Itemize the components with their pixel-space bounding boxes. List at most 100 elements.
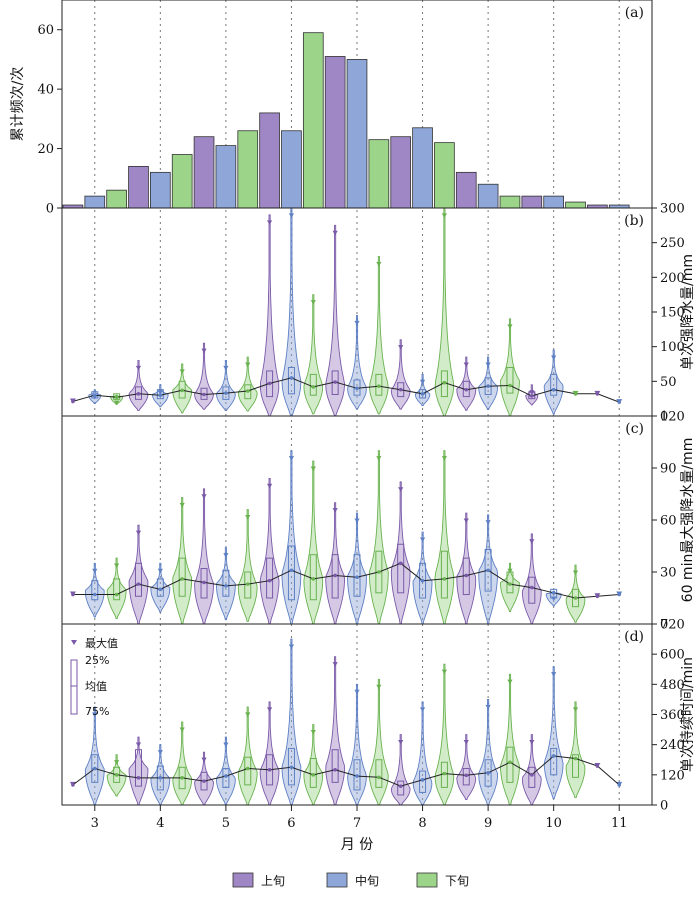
y-tick-label: 30 [660, 566, 677, 581]
box-iqr [419, 770, 427, 793]
violin-10下 [565, 701, 586, 799]
mean-point [464, 573, 469, 578]
mean-point [595, 392, 600, 396]
box-iqr [440, 550, 448, 599]
violin-4下 [172, 363, 193, 414]
max-marker [463, 362, 469, 368]
violin-8上 [390, 481, 411, 625]
max-marker [398, 740, 404, 745]
mean-point [442, 577, 447, 581]
max-marker [310, 300, 316, 305]
box-iqr [134, 749, 142, 787]
violin-5上 [194, 751, 214, 806]
max-marker [551, 596, 557, 602]
mean-point [530, 394, 534, 398]
y-axis-(d): 0 120 240 360 480 600 720 单次持续时间/min (d) [624, 618, 696, 814]
mean-point [595, 594, 600, 599]
violin-8下 [434, 450, 455, 625]
box-iqr [331, 749, 339, 783]
bar-下旬-3 [106, 189, 127, 209]
mean-point [573, 596, 578, 600]
box-iqr [287, 747, 295, 786]
max-marker [419, 707, 426, 712]
bar-上旬-5 [193, 136, 215, 209]
box-iqr [178, 380, 186, 399]
y-tick-label: 120 [660, 410, 685, 425]
max-marker [245, 362, 251, 368]
y-tick-label: 0 [660, 410, 668, 425]
y-tick-label: 60 [660, 514, 677, 529]
violin-6上 [259, 701, 280, 806]
violin-7中 [347, 512, 367, 625]
mean-point [136, 582, 141, 586]
y-tick-label: 300 [660, 202, 685, 217]
x-tick-label: 9 [484, 816, 492, 831]
violin-9中 [478, 356, 498, 410]
mean-point [224, 584, 228, 588]
max-marker [551, 355, 557, 361]
box-iqr [528, 576, 536, 604]
mean-point [486, 384, 490, 388]
mean-point [92, 393, 97, 398]
max-marker [332, 662, 338, 667]
mean-point [551, 387, 556, 392]
violin-8中 [412, 701, 433, 806]
y-tick-label: 0 [660, 799, 668, 814]
legend-label-上旬: 上旬 [261, 874, 285, 888]
bar-下旬-10 [565, 201, 586, 209]
max-marker [485, 520, 491, 525]
y-tick-label: 600 [660, 648, 685, 663]
bar-上旬-10 [521, 195, 543, 209]
x-tick-label: 5 [222, 816, 230, 831]
mean-point [202, 779, 206, 783]
x-axis-title: 月 份 [341, 837, 373, 853]
mean-point [617, 592, 622, 597]
max-marker [398, 345, 404, 350]
bar-中旬-10 [543, 195, 564, 209]
y-tick-label: 0 [660, 618, 668, 633]
box-iqr [309, 757, 317, 788]
max-marker [354, 320, 360, 326]
mean-point [595, 764, 600, 768]
max-marker [419, 379, 426, 385]
max-marker [485, 704, 491, 710]
violin-10上 [521, 533, 542, 625]
mean-point [355, 386, 359, 391]
max-marker [376, 684, 382, 690]
bar-中旬-7 [346, 59, 368, 209]
max-marker [354, 518, 360, 524]
violin-5下 [237, 356, 258, 412]
y-tick-label: 360 [660, 708, 685, 723]
mean-point [92, 592, 97, 597]
key-max-marker [71, 640, 77, 645]
mean-point [180, 388, 184, 393]
box-iqr [244, 756, 252, 786]
violin-8中 [412, 531, 433, 625]
violin-series-(c) [69, 450, 623, 625]
mean-point [158, 393, 163, 398]
mean-point [377, 384, 381, 388]
mean-point [267, 578, 272, 583]
box-iqr [222, 768, 230, 788]
max-marker [266, 483, 273, 489]
violin-series-(b) [69, 207, 623, 417]
key-box [70, 659, 78, 715]
bar-上旬-4 [128, 165, 149, 209]
key-max-label: 最大值 [85, 636, 118, 650]
legend-swatch-中旬 [326, 872, 348, 888]
mean-point [398, 561, 403, 566]
key-mean-label: 均值 [85, 680, 107, 693]
box-iqr [572, 754, 580, 778]
bar-上旬-7 [324, 56, 346, 209]
violin-9下 [500, 673, 520, 806]
box-iqr [397, 543, 405, 594]
box-iqr [375, 373, 383, 396]
x-tick-label: 6 [287, 816, 295, 831]
violin-9上 [456, 734, 477, 801]
box-iqr [375, 759, 383, 788]
violin-4中 [150, 744, 171, 806]
max-marker [376, 456, 382, 461]
x-axis: 3 4 5 6 7 8 9 10 11 月 份 [91, 805, 627, 853]
mean-point [398, 387, 403, 392]
max-marker [441, 669, 448, 675]
